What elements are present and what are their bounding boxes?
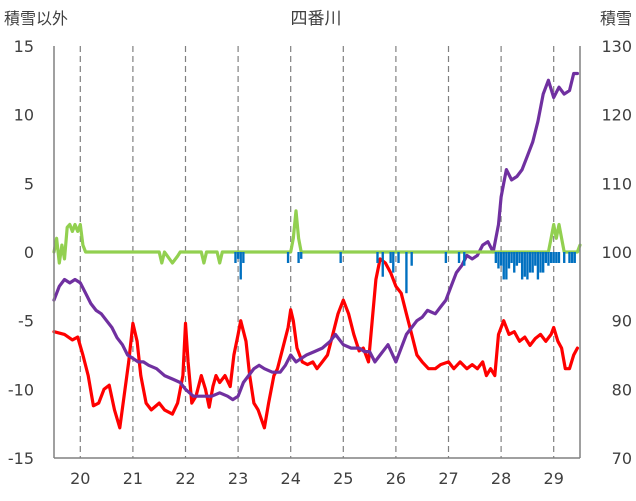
blue-series-bar: [534, 252, 537, 266]
blue-series-bar: [539, 252, 542, 273]
blue-series-bar: [552, 252, 555, 263]
x-tick-label: 21: [123, 469, 143, 488]
blue-series-bar: [520, 252, 524, 280]
right-axis-title: 積雪: [600, 9, 632, 28]
x-tick-label: 25: [333, 469, 353, 488]
blue-series-bar: [510, 252, 513, 263]
left-y-tick-label: -10: [8, 380, 34, 399]
purple-series-line: [52, 71, 579, 402]
right-y-tick-label: 90: [612, 312, 632, 331]
blue-series-bar: [389, 252, 392, 263]
blue-series-bar: [405, 252, 408, 294]
chart-title: 四番川: [291, 9, 342, 29]
blue-series-bar: [376, 252, 379, 263]
blue-series-bar: [536, 252, 540, 280]
blue-series-bar: [568, 252, 571, 263]
blue-series-bar: [505, 252, 508, 280]
right-y-tick-label: 110: [601, 174, 632, 193]
x-tick-label: 27: [438, 469, 458, 488]
blue-series-bar: [242, 252, 245, 263]
x-tick-label: 26: [386, 469, 406, 488]
blue-series-bar: [234, 252, 237, 263]
blue-series-bar: [239, 252, 242, 280]
x-tick-label: 29: [544, 469, 564, 488]
green-series-line: [52, 209, 582, 265]
blue-series-bar: [497, 252, 500, 269]
series-layer: [52, 71, 582, 430]
blue-series-bar: [515, 252, 519, 266]
plot-frame: [53, 46, 581, 459]
blue-series-bar: [528, 252, 532, 273]
right-y-tick-label: 80: [612, 380, 632, 399]
blue-series-bar: [502, 252, 505, 280]
left-y-tick-label: -15: [8, 449, 34, 468]
left-y-tick-label: 0: [24, 243, 34, 262]
x-tick-label: 23: [228, 469, 248, 488]
left-y-tick-label: 5: [24, 174, 34, 193]
right-y-tick-label: 100: [601, 243, 632, 262]
blue-series-bar: [339, 252, 342, 263]
right-y-tick-label: 70: [612, 449, 632, 468]
blue-series-bar: [523, 252, 526, 277]
blue-series-bar: [463, 252, 466, 266]
blue-series-bar: [573, 252, 576, 263]
left-y-tick-label: 10: [14, 106, 34, 125]
x-tick-label: 22: [175, 469, 195, 488]
blue-series-bar: [397, 252, 400, 263]
blue-series-bar: [557, 252, 561, 263]
blue-series-bar: [555, 252, 558, 263]
left-y-tick-label: -5: [18, 312, 34, 331]
blue-series-bar: [236, 252, 240, 259]
blue-series-bar: [494, 252, 498, 263]
x-tick-label: 20: [70, 469, 90, 488]
blue-series-bar: [499, 252, 503, 266]
blue-series-bar: [297, 252, 300, 263]
blue-series-bar: [507, 252, 511, 269]
blue-series-bar: [541, 252, 545, 273]
left-y-tick-label: 15: [14, 37, 34, 56]
blue-series-bar: [513, 252, 516, 273]
blue-series-bar: [286, 252, 290, 263]
blue-series-bar: [392, 252, 395, 273]
blue-series-bar: [518, 252, 521, 263]
x-tick-label: 24: [281, 469, 301, 488]
left-axis-title: 積雪以外: [4, 9, 68, 28]
blue-series-bar: [410, 252, 413, 266]
blue-series-bar: [531, 252, 534, 273]
blue-series-bar: [563, 252, 566, 263]
blue-series-bar: [381, 252, 384, 277]
tick-labels: 20 21 22 23 24 25 26 27 28 29 15 10 5 0 -5 -10 -15 130 120…: [8, 37, 632, 488]
right-y-tick-label: 130: [601, 37, 632, 56]
x-tick-label: 28: [491, 469, 511, 488]
right-y-tick-label: 120: [601, 106, 632, 125]
blue-series-bar: [300, 252, 303, 259]
blue-series-bar: [570, 252, 574, 263]
blue-series-bar: [457, 252, 461, 263]
red-series-line: [52, 257, 579, 430]
blue-series-bar: [544, 252, 547, 263]
blue-series-bar: [444, 252, 448, 263]
blue-series-bar: [547, 252, 550, 266]
blue-series-bar: [549, 252, 553, 263]
blue-series-bar: [526, 252, 529, 280]
